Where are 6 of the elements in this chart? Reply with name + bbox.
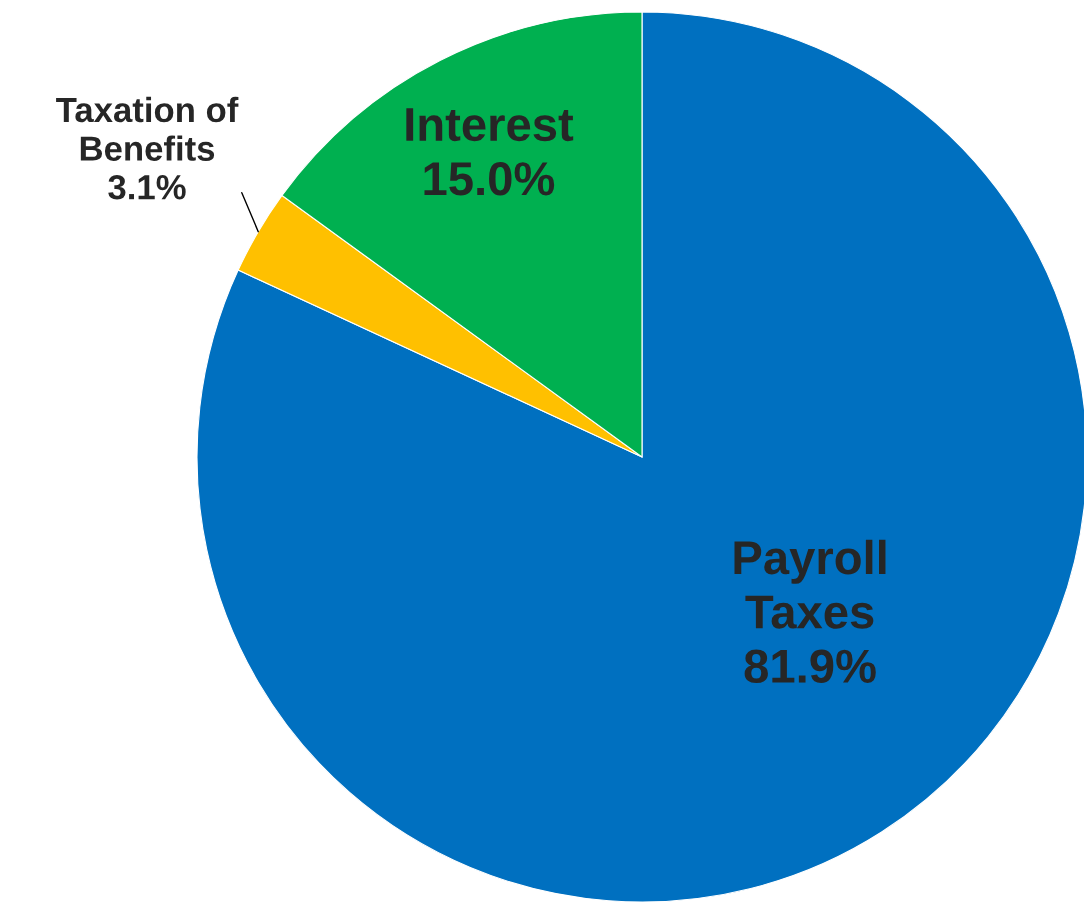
slice-label: Interest (406, 108, 574, 142)
data-label: 15.0% (424, 162, 555, 196)
slice-label: Payroll Taxes (734, 539, 886, 629)
data-label: 3.1% (108, 174, 186, 200)
data-label: 81.9% (744, 649, 876, 684)
slice-label: Taxation of Benefits (56, 96, 239, 161)
